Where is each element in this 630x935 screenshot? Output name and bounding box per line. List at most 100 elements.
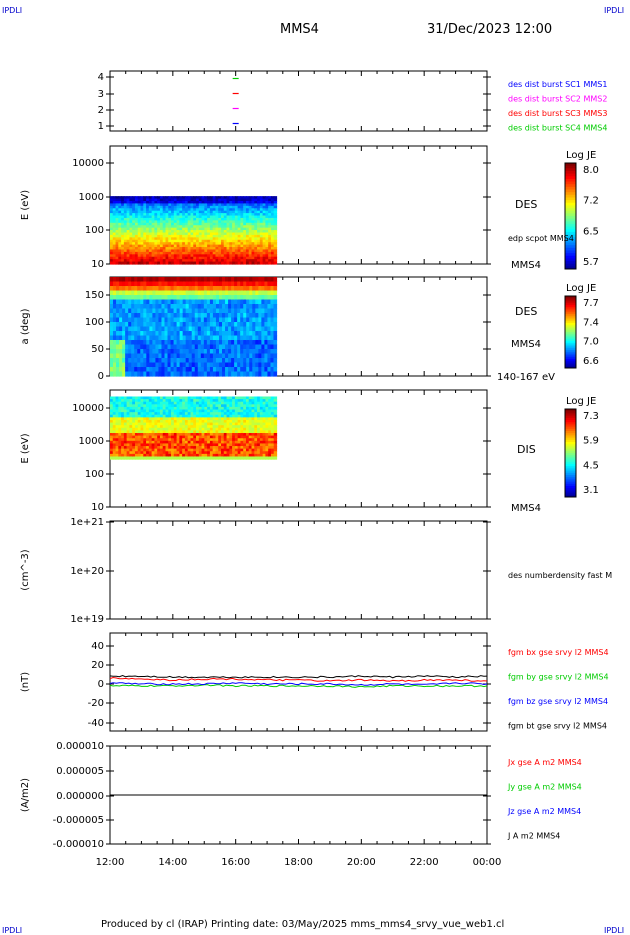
- spectrogram-cell: [262, 422, 267, 426]
- spectrogram-cell: [218, 371, 223, 377]
- spectrogram-cell: [154, 225, 158, 229]
- colorbar-segment: [565, 459, 576, 463]
- spectrogram-cell: [185, 367, 190, 373]
- spectrogram-cell: [254, 430, 258, 434]
- spectrogram-cell: [255, 331, 259, 337]
- spectrogram-cell: [110, 295, 114, 301]
- spectrogram-cell: [243, 358, 247, 364]
- spectrogram-cell: [198, 456, 203, 460]
- spectrogram-cell: [121, 422, 125, 426]
- spectrogram-cell: [148, 404, 153, 408]
- spectrogram-cell: [143, 399, 147, 403]
- spectrogram-cell: [234, 242, 239, 246]
- spectrogram-cell: [176, 367, 181, 373]
- spectrogram-cell: [187, 427, 192, 431]
- spectrogram-cell: [203, 322, 208, 328]
- spectrogram-cell: [237, 242, 242, 246]
- spectrogram-cell: [257, 440, 261, 445]
- spectrogram-cell: [148, 249, 153, 253]
- spectrogram-cell: [204, 414, 208, 418]
- spectrogram-cell: [194, 340, 199, 346]
- spectrogram-cell: [270, 286, 275, 292]
- spectrogram-cell: [146, 237, 150, 241]
- spectrogram-cell: [270, 412, 275, 416]
- spectrogram-cell: [212, 281, 217, 287]
- spectrogram-cell: [226, 443, 230, 447]
- spectrogram-cell: [134, 295, 138, 301]
- spectrogram-cell: [204, 417, 208, 421]
- spectrogram-cell: [110, 210, 114, 214]
- spectrogram-cell: [113, 322, 117, 328]
- spectrogram-cell: [229, 443, 233, 447]
- spectrogram-cell: [118, 259, 122, 263]
- spectrogram-cell: [206, 281, 211, 287]
- spectrogram-cell: [221, 417, 225, 421]
- spectrogram-cell: [262, 215, 267, 219]
- spectrogram-cell: [262, 406, 267, 411]
- spectrogram-cell: [187, 254, 192, 258]
- spectrogram-cell: [176, 412, 180, 416]
- des-energy-colorbar: [564, 162, 577, 270]
- spectrogram-cell: [176, 435, 180, 439]
- spectrogram-cell: [110, 331, 114, 337]
- spectrogram-cell: [173, 247, 178, 251]
- spectrogram-cell: [248, 205, 253, 209]
- spectrogram-cell: [173, 448, 178, 452]
- spectrogram-cell: [204, 213, 208, 217]
- spectrogram-cell: [200, 295, 205, 301]
- spectrogram-cell: [237, 456, 242, 460]
- spectrogram-cell: [159, 451, 164, 455]
- spectrogram-cell: [182, 396, 186, 400]
- spectrogram-cell: [110, 396, 114, 400]
- spectrogram-cell: [112, 409, 117, 413]
- spectrogram-cell: [262, 430, 267, 434]
- spectrogram-cell: [167, 290, 172, 296]
- spectrogram-cell: [218, 344, 223, 350]
- spectrogram-cell: [245, 425, 250, 429]
- spectrogram-cell: [231, 358, 235, 364]
- spectrogram-cell: [226, 259, 230, 263]
- colorbar-segment: [565, 435, 576, 439]
- spectrogram-cell: [179, 362, 184, 368]
- spectrogram-cell: [161, 281, 166, 287]
- spectrogram-cell: [179, 326, 184, 332]
- spectrogram-cell: [198, 259, 203, 263]
- spectrogram-cell: [234, 317, 238, 323]
- spectrogram-cell: [184, 242, 189, 246]
- spectrogram-cell: [193, 205, 197, 209]
- spectrogram-cell: [198, 239, 203, 243]
- spectrogram-cell: [215, 261, 219, 265]
- spectrogram-cell: [226, 244, 230, 248]
- spectrogram-cell: [268, 200, 272, 204]
- spectrogram-cell: [121, 427, 125, 431]
- spectrogram-cell: [116, 304, 120, 310]
- spectrogram-cell: [243, 203, 247, 207]
- spectrogram-cell: [165, 198, 169, 202]
- spectrogram-cell: [149, 353, 153, 359]
- spectrogram-cell: [171, 222, 175, 226]
- spectrogram-cell: [273, 259, 278, 263]
- spectrogram-cell: [146, 234, 150, 238]
- spectrogram-cell: [125, 367, 129, 373]
- spectrogram-cell: [270, 222, 275, 226]
- spectrogram-cell: [198, 247, 203, 251]
- spectrogram-cell: [165, 396, 169, 400]
- spectrogram-cell: [212, 435, 217, 439]
- spectrogram-cell: [254, 443, 258, 447]
- spectrogram-cell: [122, 299, 126, 305]
- spectrogram-cell: [118, 446, 122, 450]
- colorbar-segment: [565, 299, 576, 302]
- spectrogram-cell: [254, 217, 258, 221]
- colorbar-segment: [565, 461, 576, 465]
- spectrogram-cell: [218, 225, 222, 229]
- spectrogram-cell: [273, 213, 278, 217]
- spectrogram-cell: [251, 435, 255, 439]
- spectrogram-cell: [261, 340, 265, 346]
- spectrogram-cell: [245, 198, 250, 202]
- spectrogram-cell: [140, 210, 144, 214]
- spectrogram-cell: [143, 349, 147, 355]
- spectrogram-cell: [110, 213, 114, 217]
- spectrogram-cell: [154, 213, 158, 217]
- spectrogram-cell: [182, 417, 186, 421]
- spectrogram-cell: [228, 322, 232, 328]
